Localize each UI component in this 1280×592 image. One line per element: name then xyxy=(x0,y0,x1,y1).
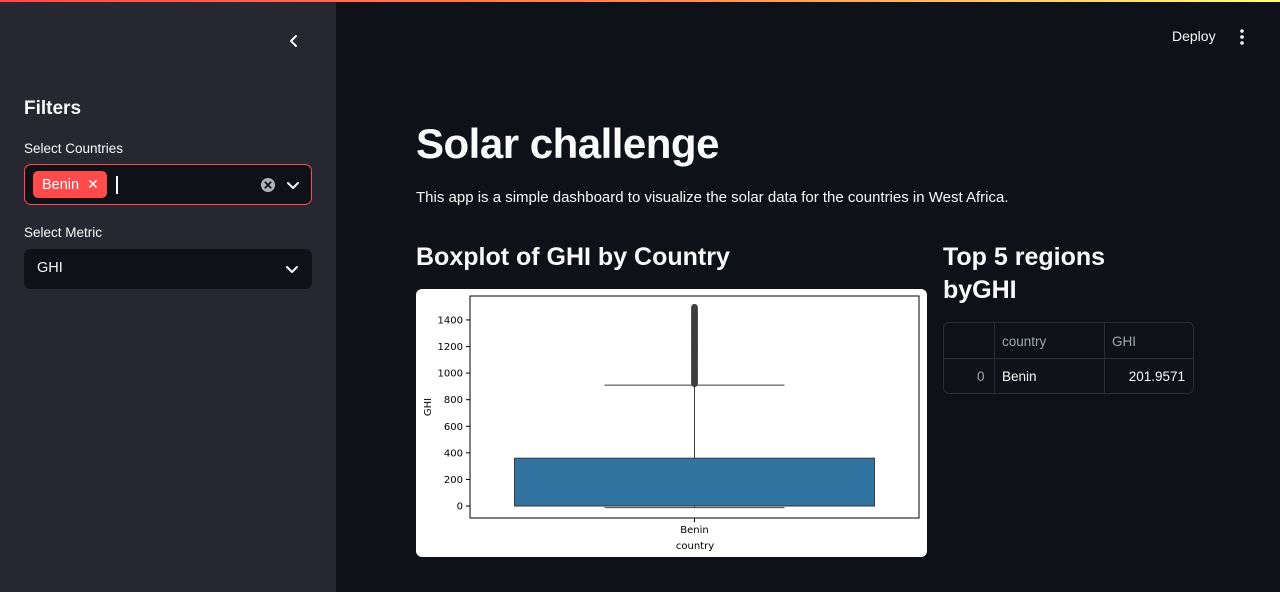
top-regions-table: country GHI 0 Benin 201.9571 xyxy=(943,322,1194,394)
chevron-down-icon xyxy=(286,266,298,273)
y-tick-label: 0 xyxy=(457,502,463,513)
metric-label: Select Metric xyxy=(24,225,103,240)
x-tick-label: Benin xyxy=(680,525,708,536)
chevron-down-icon[interactable] xyxy=(284,176,302,194)
main-menu-button[interactable] xyxy=(1232,26,1252,48)
y-tick-label: 1400 xyxy=(438,315,463,326)
y-tick-label: 600 xyxy=(444,422,463,433)
top-decoration-bar xyxy=(0,0,1280,2)
cell-country[interactable]: Benin xyxy=(1002,369,1037,384)
column-header-country[interactable]: country xyxy=(1002,334,1047,349)
metric-select-value: GHI xyxy=(37,260,63,276)
countries-multiselect[interactable]: Benin ✕ xyxy=(24,164,312,205)
outlier-point xyxy=(691,303,698,311)
chevron-left-icon xyxy=(290,35,297,47)
y-tick-label: 800 xyxy=(444,395,463,406)
collapse-sidebar-button[interactable] xyxy=(282,29,306,53)
sidebar-title: Filters xyxy=(24,98,82,119)
page-description: This app is a simple dashboard to visual… xyxy=(416,189,1009,206)
country-chip: Benin ✕ xyxy=(33,171,107,198)
x-axis-label: country xyxy=(676,541,714,552)
y-tick-label: 1000 xyxy=(438,369,463,380)
y-tick-label: 1200 xyxy=(438,342,463,353)
column-divider xyxy=(994,323,995,393)
country-chip-label: Benin xyxy=(42,176,80,193)
countries-label: Select Countries xyxy=(24,141,124,156)
clear-all-icon[interactable] xyxy=(260,177,276,193)
boxplot-card: 0 200 400 600 800 1000 1200 1400 Benin GHI coun… xyxy=(416,289,927,557)
table-header-row xyxy=(944,323,1193,359)
cell-ghi-value[interactable]: 201.9571 xyxy=(1128,369,1185,384)
table-heading-line1: Top 5 regions xyxy=(943,243,1106,271)
y-axis-label: GHI xyxy=(423,398,434,416)
box-benin xyxy=(514,457,875,507)
deploy-button[interactable]: Deploy xyxy=(1172,28,1216,44)
y-tick-label: 200 xyxy=(444,475,463,486)
text-caret xyxy=(116,176,118,194)
boxplot-chart: 0 200 400 600 800 1000 1200 1400 Benin GHI coun… xyxy=(423,295,920,552)
sidebar: Filters Select Countries Benin ✕ Select … xyxy=(0,0,336,592)
page-title: Solar challenge xyxy=(416,120,719,167)
remove-chip-icon[interactable]: ✕ xyxy=(87,176,99,192)
row-index: 0 xyxy=(977,369,985,384)
y-tick-label: 400 xyxy=(444,448,463,459)
table-heading: Top 5 regions byGHI xyxy=(943,241,1105,307)
column-header-ghi[interactable]: GHI xyxy=(1112,334,1137,349)
outliers xyxy=(691,303,698,388)
column-divider xyxy=(1104,323,1105,393)
more-vertical-icon xyxy=(1240,29,1244,45)
boxplot-heading: Boxplot of GHI by Country xyxy=(416,243,730,271)
metric-select[interactable]: GHI xyxy=(24,249,312,289)
table-heading-line2: byGHI xyxy=(943,276,1017,304)
